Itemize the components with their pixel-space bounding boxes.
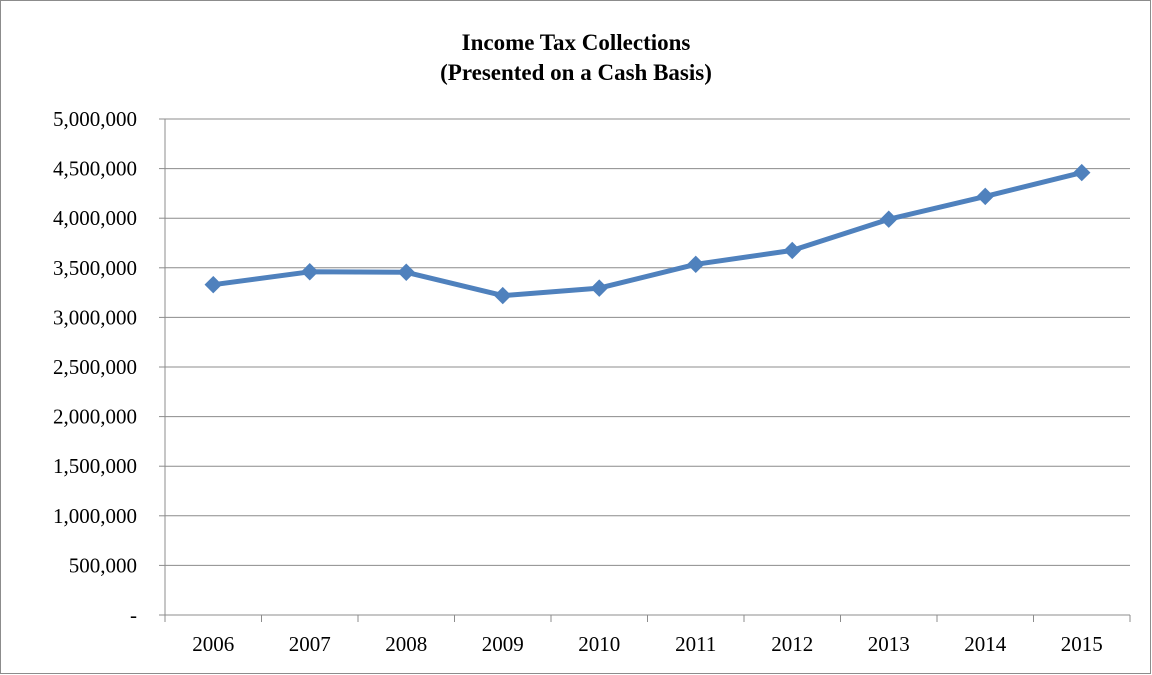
data-point-2006	[204, 275, 222, 294]
x-tick-label-2015: 2015	[1061, 632, 1103, 656]
y-tick-label-0: -	[130, 603, 137, 627]
gridlines	[165, 118, 1130, 566]
y-tick-label-3: 1,500,000	[53, 454, 137, 478]
y-axis: - 500,000 1,000,000 1,500,000 2,000,000 2,500…	[53, 107, 166, 627]
series-line-0	[210, 170, 1085, 299]
y-tick-label-5: 2,500,000	[53, 355, 137, 379]
x-tick-label-2006: 2006	[192, 632, 234, 656]
data-point-2008	[397, 263, 415, 281]
data-point-2010	[590, 279, 608, 297]
series-layer	[204, 163, 1091, 305]
y-tick-label-7: 3,500,000	[53, 256, 137, 280]
x-tick-label-2010: 2010	[578, 632, 620, 656]
x-axis: 2006 2007 2008 2009 2010 2011 2012 2013 2014 2015	[164, 614, 1131, 656]
y-tick-label-6: 3,000,000	[53, 305, 137, 329]
y-tick-label-9: 4,500,000	[53, 157, 137, 181]
data-point-2015	[1073, 163, 1091, 182]
chart-title: Income Tax Collections	[461, 30, 691, 55]
data-point-2014	[976, 187, 994, 206]
x-tick-label-2012: 2012	[771, 632, 813, 656]
x-tick-label-2011: 2011	[675, 632, 716, 656]
y-tick-label-2: 1,000,000	[53, 504, 137, 528]
y-tick-label-4: 2,000,000	[53, 405, 137, 429]
x-tick-label-2008: 2008	[385, 632, 427, 656]
data-point-2009	[494, 286, 512, 305]
data-point-2012	[783, 241, 801, 260]
data-point-2011	[687, 255, 705, 274]
x-tick-label-2009: 2009	[482, 632, 524, 656]
data-point-2013	[880, 210, 898, 228]
y-tick-label-10: 5,000,000	[53, 107, 137, 131]
y-tick-label-1: 500,000	[69, 553, 137, 577]
x-tick-label-2014: 2014	[964, 632, 1007, 656]
y-tick-label-8: 4,000,000	[53, 206, 137, 230]
chart-title-block: Income Tax Collections (Presented on a C…	[0, 28, 1152, 88]
chart-subtitle: (Presented on a Cash Basis)	[440, 60, 712, 85]
data-point-2007	[301, 263, 319, 281]
x-tick-label-2013: 2013	[868, 632, 910, 656]
x-tick-label-2007: 2007	[289, 632, 331, 656]
